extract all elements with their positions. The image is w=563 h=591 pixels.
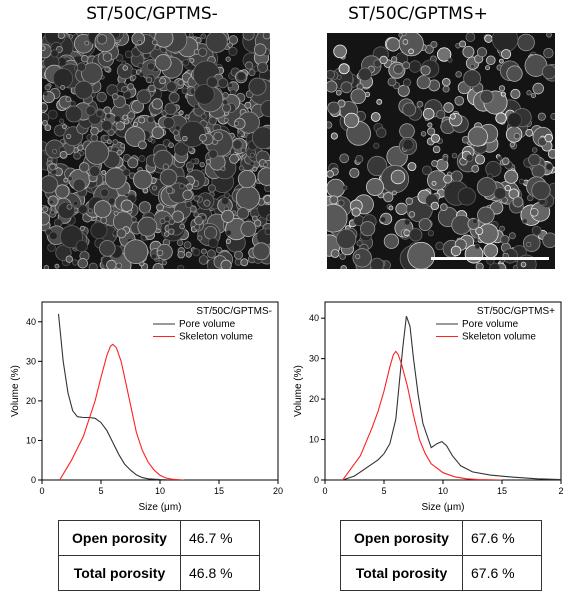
scale-bar [431, 257, 549, 260]
y-axis-label: Volume (%) [293, 365, 304, 417]
panel-right-title: ST/50C/GPTMS+ [348, 4, 488, 24]
chart-title: ST/50C/GPTMS- [196, 306, 272, 317]
total-porosity-label: Total porosity [340, 555, 463, 591]
y-tick-label: 0 [314, 475, 319, 485]
series-line-pore-volume [342, 316, 561, 480]
plot-frame [324, 301, 562, 481]
total-porosity-value: 67.6 % [462, 555, 542, 591]
legend-label: Pore volume [462, 319, 519, 330]
porosity-table-left: Open porosity 46.7 % Total porosity 46.8… [58, 520, 260, 591]
open-porosity-label: Open porosity [58, 520, 181, 556]
y-tick-label: 40 [309, 313, 319, 323]
open-porosity-value: 46.7 % [180, 520, 260, 556]
legend-label: Skeleton volume [179, 332, 253, 343]
y-tick-label: 20 [26, 396, 36, 406]
total-porosity-label: Total porosity [58, 555, 181, 591]
y-axis-label: Volume (%) [10, 365, 21, 417]
table-row: Open porosity 46.7 % [58, 520, 260, 556]
x-tick-label: 0 [322, 486, 327, 496]
x-tick-label: 0 [39, 486, 44, 496]
chart-left: 0 5 10 15 20 0 10 20 30 40 Size (μm) Volume (%) ST/5… [10, 301, 283, 513]
y-tick-label: 10 [309, 435, 319, 445]
micrograph-left [42, 33, 270, 269]
micrograph-right [327, 33, 555, 269]
x-tick-label: 5 [98, 486, 103, 496]
panel-left-title: ST/50C/GPTMS- [86, 4, 218, 24]
table-row: Total porosity 67.6 % [340, 555, 542, 591]
legend-label: Skeleton volume [462, 332, 536, 343]
y-tick-label: 40 [26, 317, 36, 327]
x-axis-label: Size (μm) [139, 502, 182, 513]
chart-title: ST/50C/GPTMS+ [477, 306, 555, 317]
porosity-table-right: Open porosity 67.6 % Total porosity 67.6… [340, 520, 542, 591]
plot-frame [41, 301, 279, 481]
series-line-pore-volume [57, 313, 184, 480]
y-tick-label: 0 [31, 475, 36, 485]
x-tick-label: 2 [558, 486, 563, 496]
open-porosity-label: Open porosity [340, 520, 463, 556]
series-line-skeleton-volume [59, 343, 184, 480]
y-tick-label: 30 [26, 356, 36, 366]
x-tick-label: 15 [214, 486, 224, 496]
x-axis-label: Size (μm) [422, 502, 465, 513]
table-row: Open porosity 67.6 % [340, 520, 542, 556]
table-row: Total porosity 46.8 % [58, 555, 260, 591]
series-line-skeleton-volume [342, 350, 503, 480]
y-tick-label: 10 [26, 435, 36, 445]
y-tick-label: 30 [309, 354, 319, 364]
x-tick-label: 10 [438, 486, 448, 496]
open-porosity-value: 67.6 % [462, 520, 542, 556]
total-porosity-value: 46.8 % [180, 555, 260, 591]
x-tick-label: 10 [155, 486, 165, 496]
legend-label: Pore volume [179, 319, 236, 330]
x-tick-label: 15 [497, 486, 507, 496]
x-tick-label: 5 [381, 486, 386, 496]
x-tick-label: 20 [273, 486, 283, 496]
y-tick-label: 20 [309, 394, 319, 404]
